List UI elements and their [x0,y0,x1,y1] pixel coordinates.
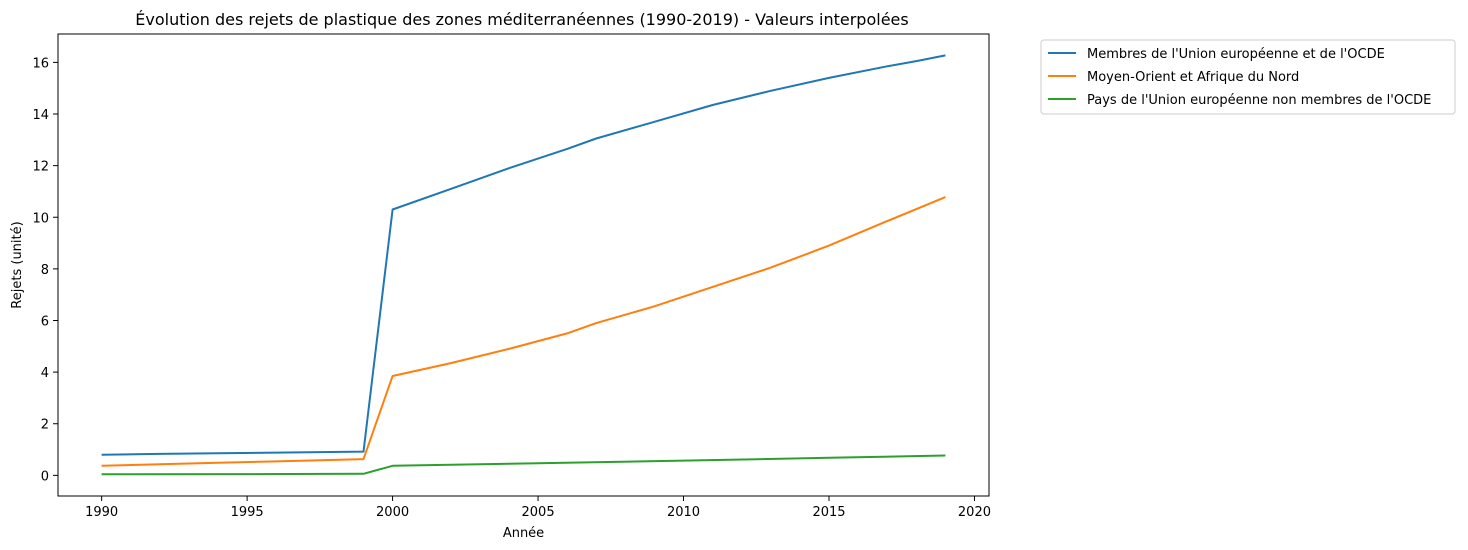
x-tick-label: 2000 [376,505,409,520]
x-tick-label: 2010 [667,505,700,520]
x-tick-label: 2005 [522,505,555,520]
x-tick-label: 1990 [85,505,118,520]
y-tick-label: 10 [32,211,49,226]
y-axis-label: Rejets (unité) [10,221,25,308]
series-line-2 [101,196,946,467]
chart-title: Évolution des rejets de plastique des zo… [135,10,908,29]
series-lines [101,54,946,476]
series-line-1 [101,54,946,456]
y-tick-label: 14 [32,108,49,123]
y-tick-label: 12 [32,160,49,175]
x-tick-label: 1995 [231,505,264,520]
axis-ticks: 1990 1995 2000 2005 2010 2015 2020 0 2 4 6 8 10 12 14 1… [32,56,991,520]
y-tick-label: 8 [41,263,49,278]
legend-entry: Moyen-Orient et Afrique du Nord [1087,70,1299,85]
y-tick-label: 16 [32,56,49,71]
y-tick-label: 6 [41,314,49,329]
x-tick-label: 2015 [812,505,845,520]
series-line-3 [101,454,946,476]
y-tick-label: 0 [41,469,49,484]
y-tick-label: 4 [41,366,49,381]
y-tick-label: 2 [41,418,49,433]
plot-frame [57,33,990,497]
legend-entry: Pays de l'Union européenne non membres d… [1087,93,1431,108]
legend: Membres de l'Union européenne et de l'OC… [1040,39,1456,115]
legend-box [1040,39,1456,115]
x-axis-label: Année [503,526,544,541]
x-tick-label: 2020 [958,505,991,520]
legend-entry: Membres de l'Union européenne et de l'OC… [1087,47,1385,62]
